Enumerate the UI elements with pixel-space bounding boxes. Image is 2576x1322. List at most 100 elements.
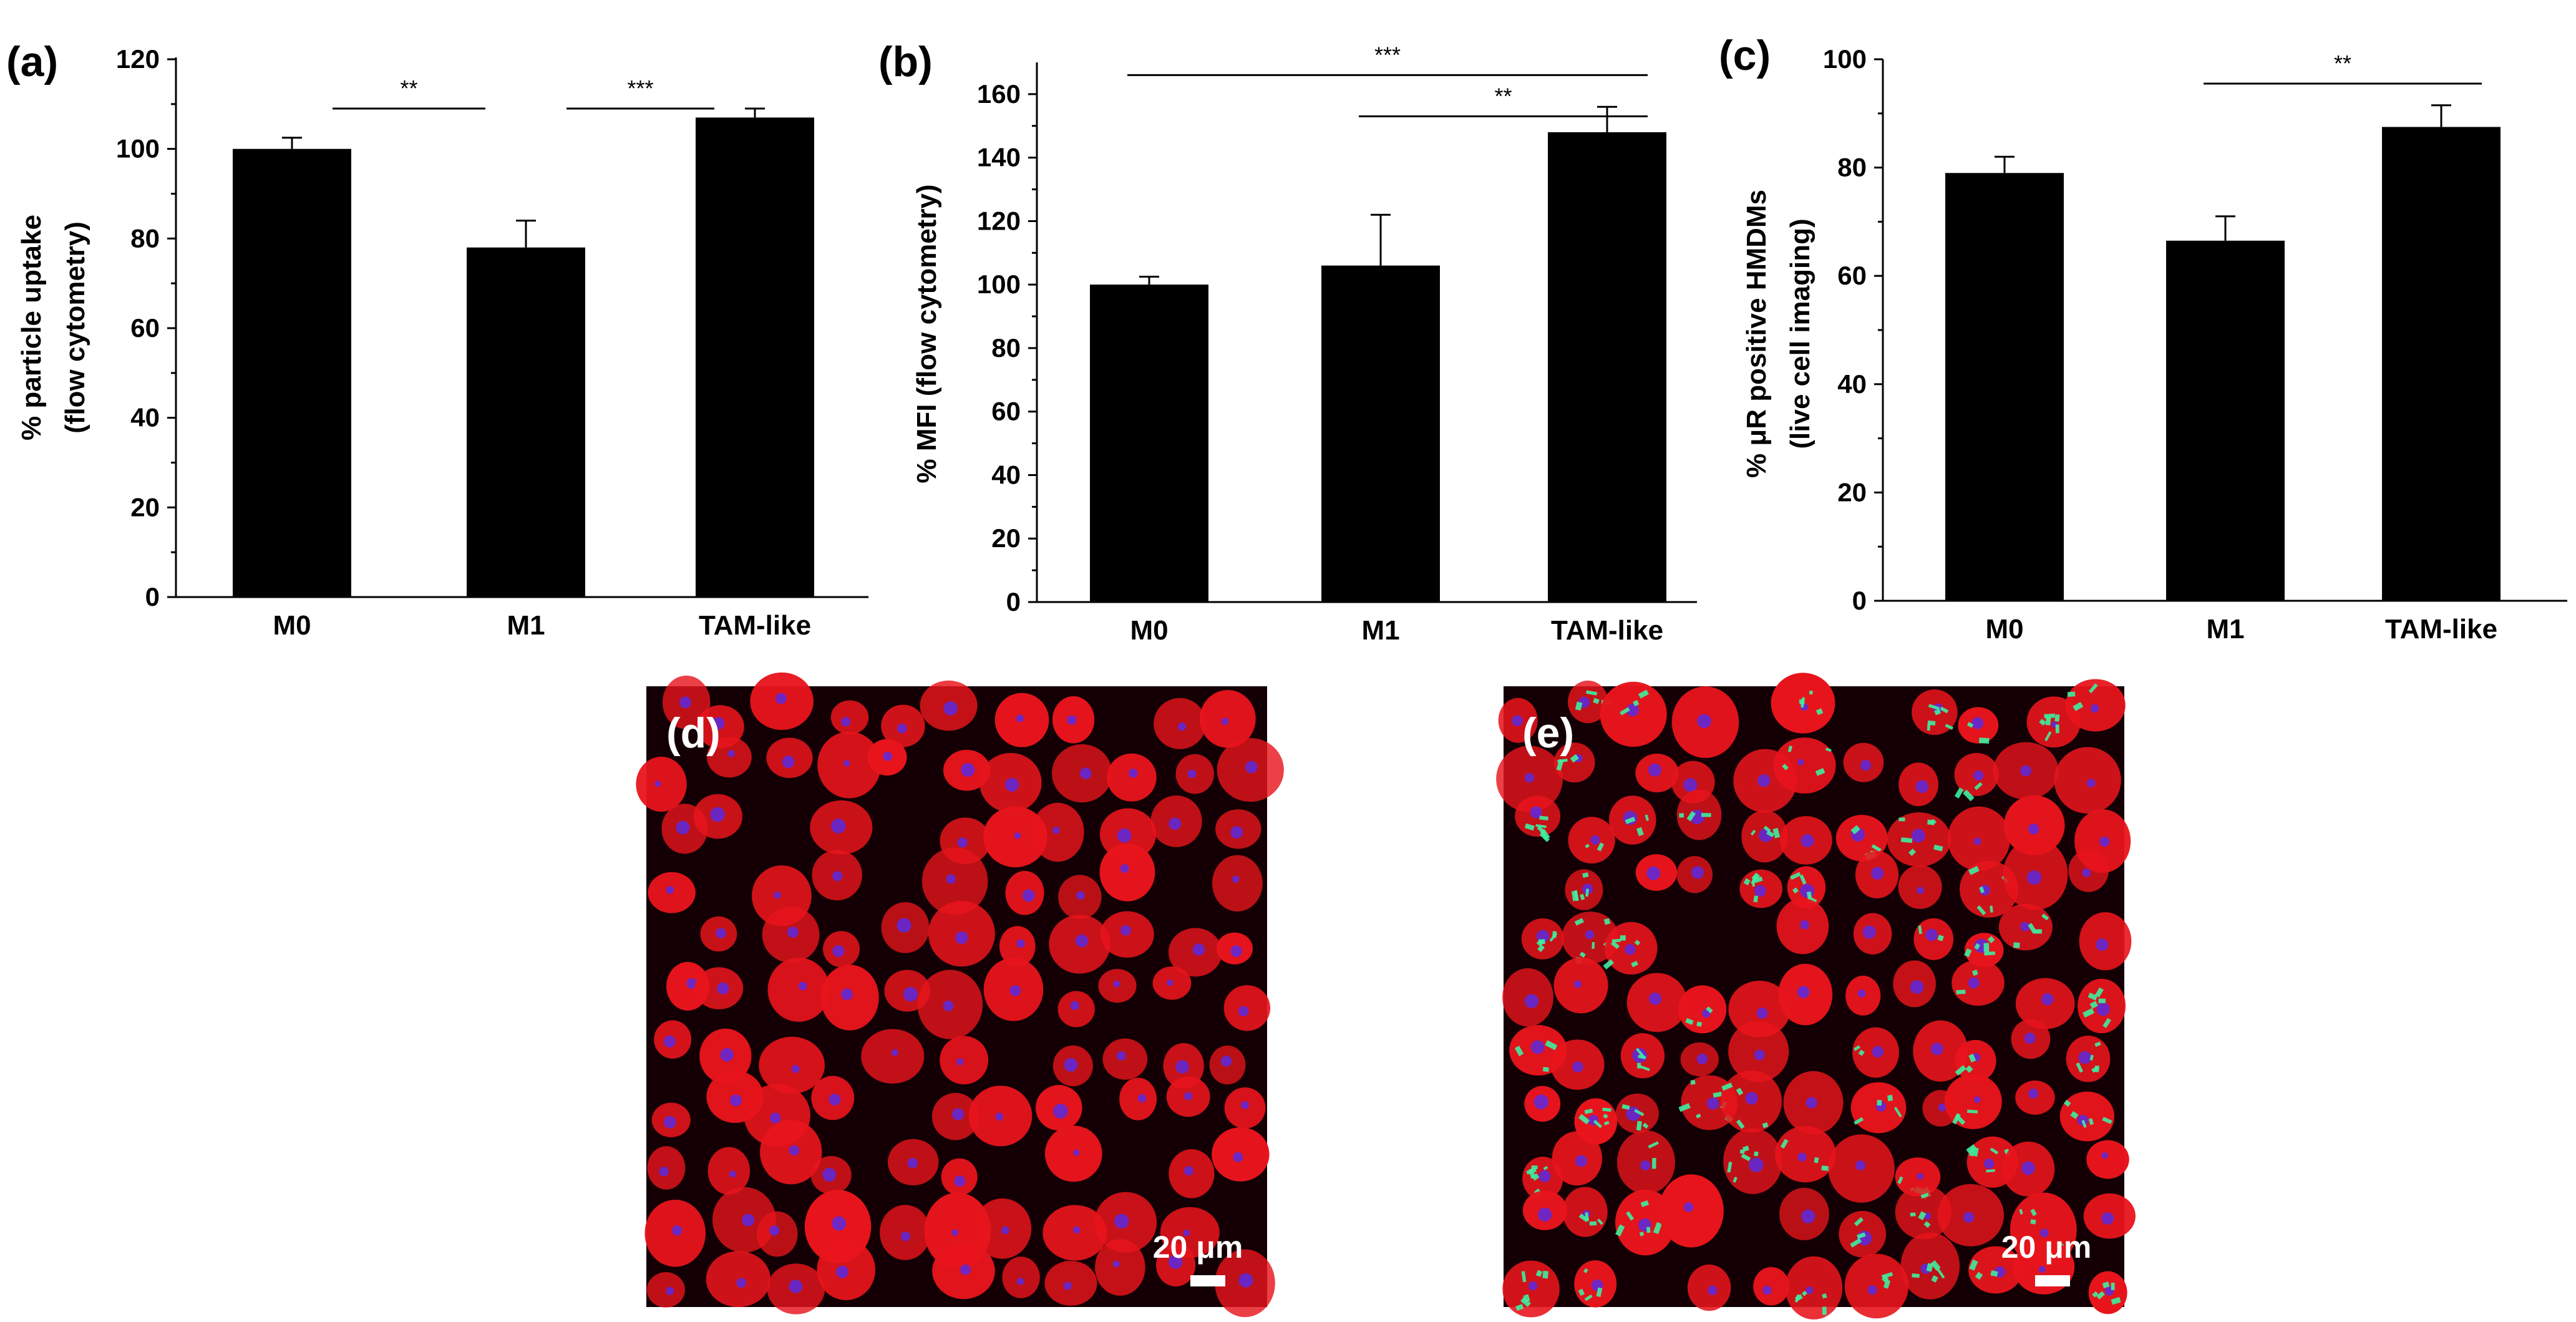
particle-e bbox=[1979, 737, 1990, 744]
particle-e bbox=[1542, 1066, 1549, 1072]
nucleus-d bbox=[1129, 768, 1138, 778]
particle-e bbox=[1537, 944, 1545, 953]
nucleus-e bbox=[1590, 835, 1600, 845]
bar-a-m1 bbox=[467, 247, 585, 597]
y-tick-label-c: 80 bbox=[1837, 153, 1867, 182]
particle-e bbox=[2044, 731, 2052, 742]
cell-d bbox=[999, 926, 1036, 967]
nucleus-e bbox=[1708, 1285, 1718, 1295]
bar-chart-b: (b) % MFI (flow cytometry) 0 20 40 60 80 100 1… bbox=[878, 38, 1697, 646]
panel-label-a: (a) bbox=[6, 38, 58, 85]
bar-b-m1 bbox=[1321, 265, 1440, 602]
y-tick-label-a: 40 bbox=[130, 403, 160, 432]
particle-e bbox=[1706, 1006, 1713, 1014]
x-category-label-b: M1 bbox=[1361, 615, 1399, 646]
particle-e bbox=[1900, 837, 1913, 843]
particle-e bbox=[1965, 1065, 1973, 1073]
y-tick-label-b: 80 bbox=[991, 333, 1021, 362]
x-category-label-a: M1 bbox=[507, 610, 545, 641]
particle-e bbox=[1968, 1148, 1975, 1157]
nucleus-e bbox=[1911, 829, 1925, 843]
cell-e bbox=[1753, 1266, 1790, 1306]
nucleus-d bbox=[829, 1093, 841, 1106]
y-tick-label-c: 100 bbox=[1823, 44, 1867, 74]
particle-e bbox=[1754, 876, 1763, 883]
particle-e bbox=[1971, 970, 1978, 976]
nucleus-e bbox=[1754, 1049, 1766, 1061]
particle-e bbox=[1523, 1294, 1530, 1303]
nucleus-d bbox=[1168, 1255, 1183, 1269]
particle-e bbox=[1648, 1141, 1659, 1149]
nucleus-d bbox=[1187, 769, 1197, 779]
particle-e bbox=[1974, 943, 1980, 950]
nucleus-d bbox=[1052, 827, 1060, 834]
particle-e bbox=[1736, 1087, 1744, 1096]
particle-e bbox=[1539, 815, 1548, 820]
nucleus-d bbox=[782, 756, 795, 769]
nucleus-e bbox=[1983, 1159, 1995, 1169]
particle-e bbox=[1535, 824, 1547, 829]
x-category-label-c: M1 bbox=[2206, 614, 2244, 644]
particle-e bbox=[1602, 1107, 1611, 1112]
nucleus-e bbox=[1938, 1103, 1947, 1112]
nucleus-e bbox=[1512, 715, 1523, 727]
nucleus-d bbox=[716, 928, 726, 939]
nucleus-d bbox=[791, 1064, 800, 1073]
particle-e bbox=[1850, 1238, 1862, 1248]
particle-e bbox=[1930, 819, 1937, 826]
particle-e bbox=[1603, 1114, 1608, 1119]
nucleus-e bbox=[1626, 704, 1639, 717]
particle-e bbox=[1736, 1119, 1745, 1129]
nucleus-d bbox=[774, 891, 781, 899]
particle-e bbox=[1642, 1122, 1649, 1129]
nucleus-e bbox=[1860, 760, 1872, 771]
bars-b bbox=[1090, 105, 1666, 603]
nucleus-e bbox=[1646, 866, 1661, 880]
nucleus-d bbox=[1114, 1213, 1129, 1229]
cell-e bbox=[1912, 689, 1958, 736]
particle-e bbox=[1887, 1094, 1893, 1102]
nucleus-e bbox=[2090, 704, 2099, 713]
cell-d bbox=[646, 1272, 685, 1308]
nucleus-e bbox=[1585, 930, 1595, 940]
particle-e bbox=[1937, 1268, 1945, 1279]
particle-e bbox=[1933, 844, 1943, 852]
particle-e bbox=[1542, 1270, 1549, 1279]
nucleus-e bbox=[1801, 834, 1814, 848]
particle-e bbox=[1782, 764, 1789, 770]
particle-e bbox=[1987, 936, 1995, 943]
particle-e bbox=[1678, 1103, 1691, 1112]
nucleus-e bbox=[1800, 920, 1809, 930]
particle-e bbox=[1651, 1158, 1656, 1169]
particle-e bbox=[1635, 1047, 1645, 1058]
particle-e bbox=[1584, 1294, 1593, 1301]
particle-e bbox=[2054, 714, 2060, 722]
nucleus-e bbox=[2077, 1114, 2089, 1126]
nucleus-e bbox=[1648, 992, 1661, 1005]
particle-e bbox=[1857, 1232, 1866, 1239]
nucleus-d bbox=[770, 1112, 781, 1124]
particle-e bbox=[1520, 1297, 1531, 1307]
particle-e bbox=[1631, 960, 1638, 968]
y-tick-label-a: 120 bbox=[116, 44, 160, 74]
y-axis-ticks-a: 0 20 40 60 80 100 120 bbox=[116, 44, 176, 611]
particle-e bbox=[2083, 1008, 2095, 1018]
y-tick-label-c: 60 bbox=[1837, 261, 1867, 290]
particle-e bbox=[1531, 1173, 1540, 1181]
cell-d bbox=[1044, 1260, 1097, 1306]
bar-chart-a: (a) % particle uptake (flow cytometry) 0… bbox=[6, 38, 868, 641]
particle-e bbox=[1531, 1165, 1538, 1170]
particle-e bbox=[1940, 706, 1949, 714]
nucleus-e bbox=[1756, 1008, 1768, 1019]
particle-e bbox=[1539, 832, 1550, 842]
particle-e bbox=[1930, 1260, 1941, 1271]
nucleus-d bbox=[1241, 1101, 1249, 1109]
particle-e bbox=[2013, 942, 2020, 948]
particle-e bbox=[1740, 1149, 1745, 1154]
particle-e bbox=[1583, 1268, 1588, 1273]
nucleus-d bbox=[1221, 717, 1229, 726]
y-axis-ticks-b: 0 20 40 60 80 100 120 140 160 bbox=[977, 79, 1037, 616]
nucleus-e bbox=[1696, 1053, 1708, 1065]
nucleus-d bbox=[1112, 1260, 1120, 1268]
